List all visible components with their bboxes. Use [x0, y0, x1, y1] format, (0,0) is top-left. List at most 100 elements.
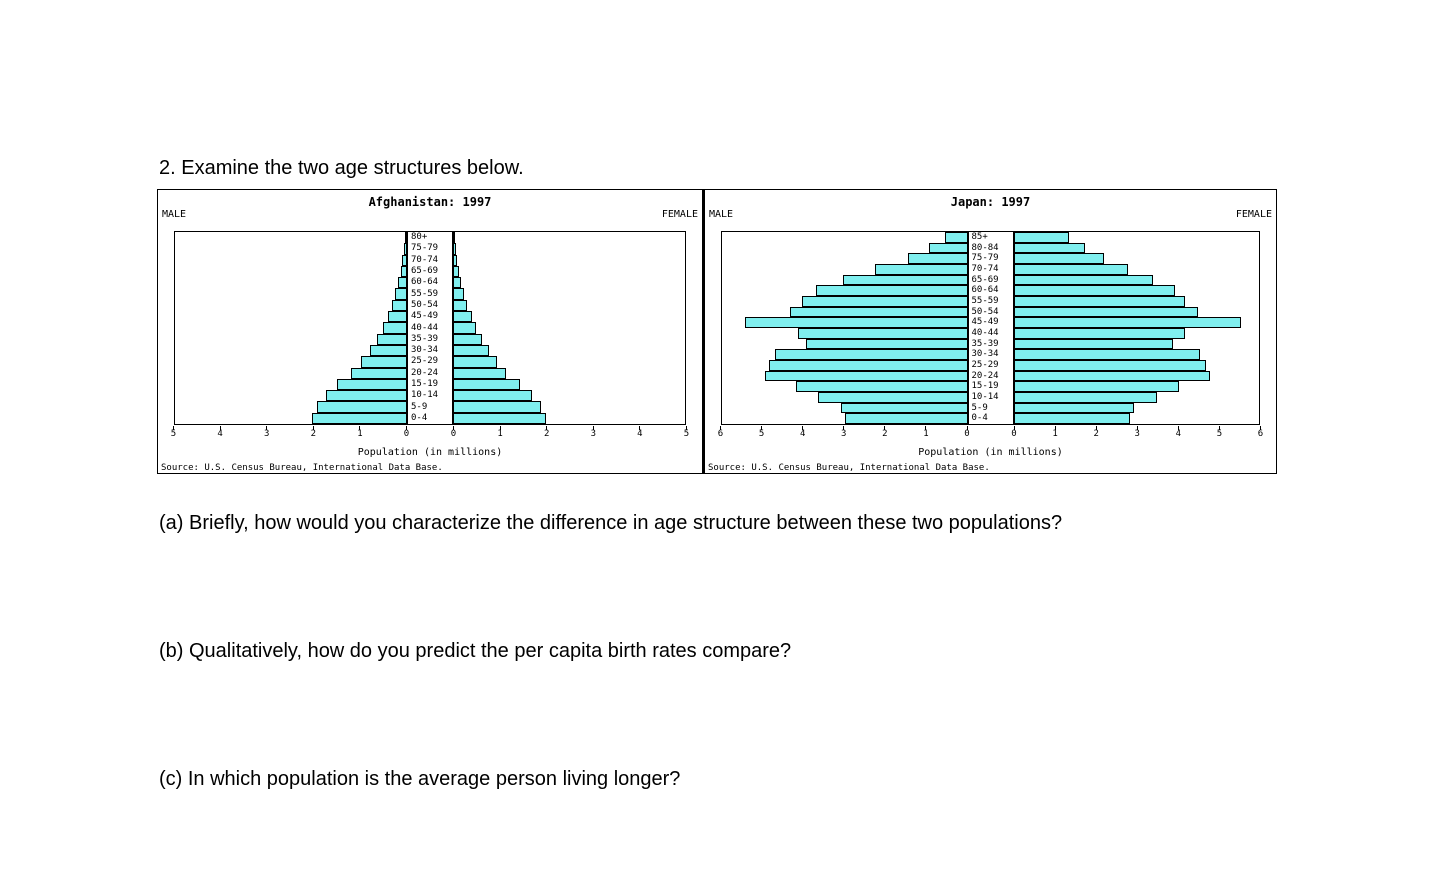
female-cell — [1013, 402, 1260, 414]
male-cell — [175, 367, 407, 379]
axis-tick-label: 1 — [923, 429, 929, 439]
age-group-label: 80+ — [407, 232, 453, 244]
female-cell — [453, 390, 685, 402]
female-cell — [453, 299, 685, 312]
axis-tick-label: 0 — [964, 429, 970, 439]
male-bar — [395, 288, 407, 300]
age-group-label: 40-44 — [967, 328, 1014, 339]
male-bar — [387, 311, 407, 323]
male-bar — [928, 242, 968, 254]
female-bar — [453, 322, 477, 334]
male-cell — [175, 265, 407, 278]
age-group-label: 5-9 — [407, 401, 453, 413]
axis-tick: 0 — [964, 426, 970, 439]
age-group-label: 45-49 — [967, 317, 1014, 329]
pyramid-row: 30-34 — [175, 344, 685, 357]
female-cell — [1013, 370, 1260, 382]
age-group-label: 70-74 — [967, 264, 1014, 275]
male-cell — [175, 356, 407, 368]
female-bar — [1013, 392, 1157, 403]
pyramid-row: 5-9 — [722, 402, 1260, 414]
axis-tick-label: 4 — [637, 429, 643, 439]
male-bar — [818, 392, 968, 403]
axis-center — [407, 426, 453, 442]
male-cell — [722, 285, 968, 297]
male-bar — [805, 338, 968, 350]
pyramid-row: 45-49 — [722, 317, 1259, 329]
axis-tick: 0 — [1011, 426, 1017, 439]
pyramid-row: 70-74 — [175, 254, 685, 266]
female-bar — [1013, 328, 1186, 339]
male-cell — [722, 317, 968, 329]
female-bar — [453, 299, 467, 312]
age-group-label: 75-79 — [407, 243, 453, 255]
age-group-label: 30-34 — [967, 349, 1014, 361]
x-axis-label: Population (in millions) — [918, 447, 1063, 458]
age-group-label: 50-54 — [967, 306, 1014, 318]
pyramid-row: 10-14 — [175, 390, 685, 402]
female-cell — [453, 254, 685, 266]
age-group-label: 15-19 — [407, 378, 453, 391]
question-c: (c) In which population is the average p… — [159, 768, 681, 790]
japan-chart-panel: Japan: 1997 MALE FEMALE 85+ 80-84 75-79 70-… — [703, 189, 1277, 474]
pyramid-row: 65-69 — [722, 274, 1259, 286]
male-cell — [722, 296, 968, 307]
axis-tick-label: 0 — [1011, 429, 1017, 439]
axis-tick: 3 — [841, 426, 846, 439]
male-bar — [402, 254, 407, 266]
age-group-label: 85+ — [967, 232, 1014, 243]
female-cell — [1013, 349, 1260, 361]
female-cell — [1013, 381, 1260, 393]
male-cell — [722, 232, 968, 243]
male-bar — [404, 232, 407, 244]
female-cell — [453, 367, 685, 379]
pyramid-charts-container: Afghanistan: 1997 MALE FEMALE 80+ 75-79 70… — [157, 189, 1277, 474]
pyramid-row: 15-19 — [175, 378, 685, 391]
female-bar — [453, 254, 458, 266]
male-cell — [175, 277, 407, 289]
pyramid-row: 20-24 — [722, 370, 1260, 382]
pyramid-row: 10-14 — [722, 392, 1259, 403]
male-bar — [351, 367, 407, 379]
female-axis: 0 1 2 3 4 5 6 — [1011, 426, 1263, 442]
pyramid-row: 35-39 — [722, 338, 1260, 350]
pyramid-row: 55-59 — [722, 296, 1259, 307]
pyramid-row: 60-64 — [175, 277, 685, 289]
male-bar — [875, 264, 968, 275]
female-bar — [453, 367, 507, 379]
male-bar — [316, 401, 407, 413]
male-bar — [797, 328, 968, 339]
male-cell — [175, 378, 407, 391]
pyramid-row: 70-74 — [722, 264, 1259, 275]
male-cell — [722, 360, 968, 371]
female-bar — [453, 265, 460, 278]
female-bar — [1013, 360, 1206, 371]
female-bar — [1013, 296, 1186, 307]
pyramid-row: 35-39 — [175, 333, 685, 345]
age-group-label: 50-54 — [407, 299, 453, 312]
male-bar — [764, 370, 968, 382]
pyramid-row: 40-44 — [722, 328, 1259, 339]
male-cell — [175, 333, 407, 345]
axis-tick: 1 — [357, 426, 363, 439]
male-bar — [311, 412, 407, 425]
afghanistan-chart-panel: Afghanistan: 1997 MALE FEMALE 80+ 75-79 70… — [157, 189, 703, 474]
male-bar — [789, 306, 968, 318]
male-cell — [722, 338, 968, 350]
male-cell — [175, 390, 407, 402]
age-group-label: 60-64 — [407, 277, 453, 289]
age-group-label: 5-9 — [967, 402, 1014, 414]
age-group-label: 65-69 — [407, 265, 453, 278]
female-cell — [1013, 232, 1260, 243]
male-bar — [376, 333, 407, 345]
pyramid-row: 0-4 — [722, 413, 1259, 425]
pyramid-plot: 80+ 75-79 70-74 65-69 60-64 55-59 50-54 45-49 40… — [174, 231, 686, 425]
axis-tick-label: 5 — [683, 429, 690, 439]
female-bar — [453, 232, 456, 244]
female-bar — [453, 378, 521, 391]
male-cell — [722, 306, 968, 318]
female-cell — [1013, 360, 1260, 371]
female-cell — [1013, 338, 1260, 350]
age-group-label: 65-69 — [967, 274, 1014, 286]
